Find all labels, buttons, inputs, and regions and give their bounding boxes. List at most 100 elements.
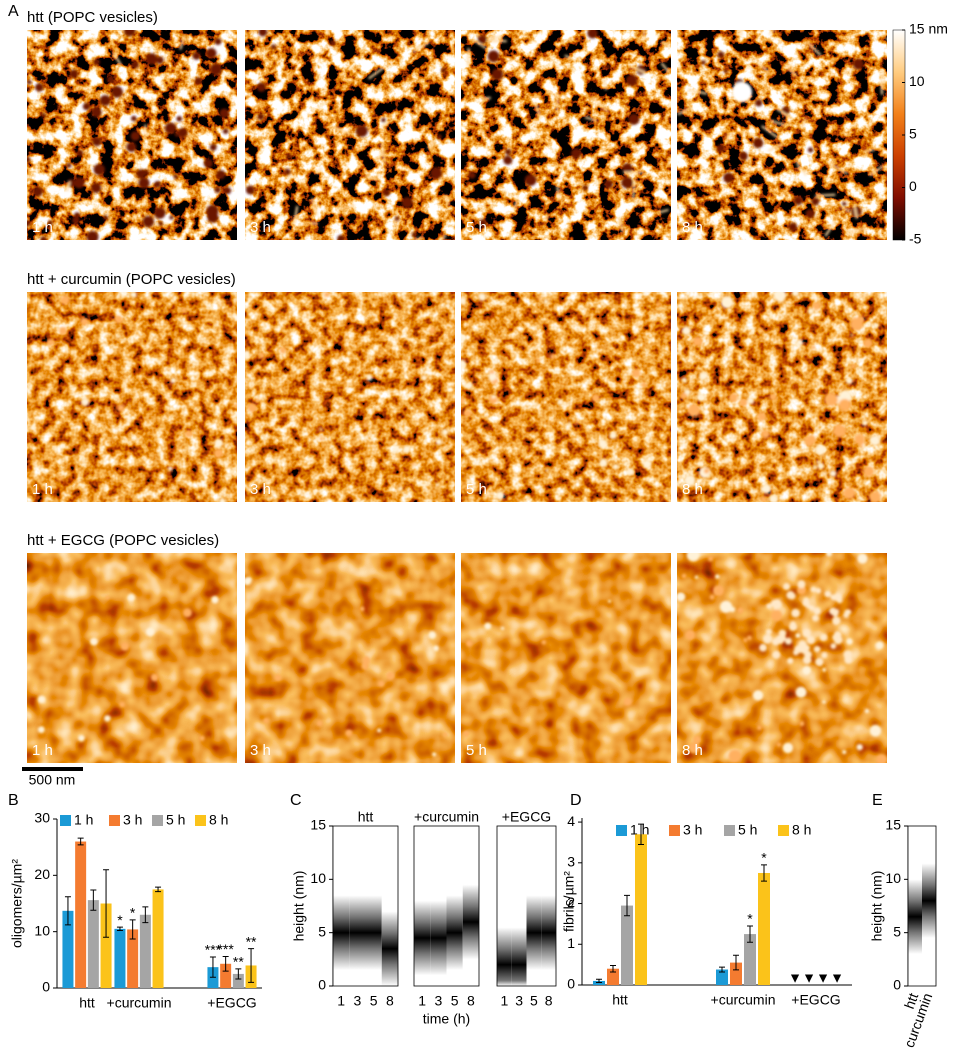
- afm-pit: [401, 197, 413, 209]
- bar: [220, 963, 232, 988]
- afm-particle: [318, 427, 324, 432]
- afm-particle: [739, 398, 748, 407]
- heatmap-frame: [496, 825, 557, 987]
- afm-particle: [361, 662, 369, 670]
- afm-pit: [811, 197, 820, 206]
- afm-particle: [832, 634, 840, 641]
- afm-particle: [845, 377, 853, 385]
- bar: [62, 910, 74, 988]
- panel-letter: E: [872, 792, 883, 809]
- afm-particle: [857, 553, 868, 564]
- afm-pit: [587, 30, 598, 39]
- afm-particle: [819, 633, 828, 642]
- afm-pit: [717, 51, 725, 59]
- afm-pit: [622, 163, 633, 174]
- afm-pit: [753, 138, 764, 149]
- afm-fibril: [293, 205, 299, 225]
- afm-particle: [145, 627, 155, 637]
- afm-image: 3 h: [245, 553, 455, 763]
- afm-features: [37, 593, 219, 742]
- afm-pit: [82, 102, 91, 111]
- afm-fibril: [726, 133, 730, 143]
- afm-surface: [461, 553, 671, 763]
- afm-particle: [824, 393, 838, 407]
- afm-particle: [822, 471, 827, 476]
- afm-particle: [802, 629, 811, 638]
- afm-fibril: [853, 203, 858, 219]
- afm-pit: [138, 177, 150, 189]
- error-bar: [719, 966, 725, 973]
- afm-particle: [830, 643, 837, 649]
- afm-pit: [604, 179, 613, 189]
- afm-particle: [80, 317, 88, 326]
- error-bar: [596, 978, 602, 984]
- afm-pit: [154, 207, 166, 219]
- panel-letter: A: [8, 3, 19, 20]
- bar: [87, 900, 99, 988]
- afm-pit: [258, 30, 268, 37]
- afm-particle: [104, 715, 111, 722]
- bar: [75, 841, 87, 988]
- afm-particle: [435, 482, 439, 487]
- afm-pit: [206, 204, 219, 217]
- afm-particle: [795, 633, 801, 639]
- afm-features: [677, 553, 887, 763]
- afm-particle: [398, 486, 403, 491]
- afm-surface: [245, 292, 455, 502]
- afm-particle: [854, 434, 866, 445]
- y-tick-label: 20: [34, 866, 50, 882]
- significance-mark: *: [130, 905, 136, 921]
- afm-fibril: [776, 108, 792, 119]
- afm-particle: [386, 671, 395, 681]
- afm-particle: [773, 599, 782, 607]
- afm-particle: [182, 608, 192, 618]
- x-tick-label: +EGCG: [207, 995, 256, 1011]
- x-tick-label: +curcumin: [107, 995, 172, 1011]
- afm-pit: [33, 186, 43, 197]
- row-title: htt + EGCG (POPC vesicles): [27, 532, 219, 549]
- afm-fibril: [869, 165, 884, 177]
- afm-particle: [377, 728, 382, 733]
- x-tick-label: 8: [386, 993, 394, 1009]
- afm-particle: [850, 333, 854, 337]
- legend-swatch: [152, 815, 163, 826]
- afm-pit: [130, 131, 141, 141]
- afm-fibril: [245, 30, 247, 33]
- afm-pit: [723, 68, 728, 74]
- afm-particle: [761, 430, 770, 439]
- afm-pit: [755, 99, 763, 107]
- afm-features: [46, 292, 237, 502]
- error-bar: [624, 894, 630, 917]
- significance-mark: *: [117, 912, 123, 928]
- afm-pit: [716, 144, 725, 152]
- colorbar-tick-label: 10: [909, 73, 925, 89]
- afm-fibril: [632, 179, 636, 201]
- afm-particle: [811, 345, 816, 350]
- afm-pit: [430, 167, 442, 179]
- afm-fibril: [380, 142, 386, 164]
- afm-surface: [27, 553, 237, 763]
- afm-particle: [181, 308, 187, 313]
- afm-particle: [864, 708, 870, 714]
- afm-particle: [461, 359, 467, 369]
- afm-pit: [76, 149, 84, 157]
- afm-particle: [60, 295, 70, 305]
- afm-pit: [92, 137, 102, 147]
- afm-pit: [210, 63, 222, 76]
- afm-particle: [541, 639, 547, 645]
- afm-particle: [720, 296, 734, 309]
- afm-particle: [806, 635, 815, 644]
- afm-fibril: [660, 62, 671, 74]
- afm-pit: [107, 75, 115, 83]
- afm-particle: [787, 657, 794, 665]
- afm-particle: [688, 742, 700, 754]
- afm-pit: [621, 177, 633, 189]
- afm-pit: [257, 113, 265, 121]
- afm-particle: [746, 396, 755, 405]
- height-distribution: [414, 826, 431, 986]
- error-bar: [610, 964, 616, 973]
- afm-pit: [337, 235, 345, 240]
- afm-pit: [478, 219, 487, 228]
- afm-fibril: [481, 96, 491, 101]
